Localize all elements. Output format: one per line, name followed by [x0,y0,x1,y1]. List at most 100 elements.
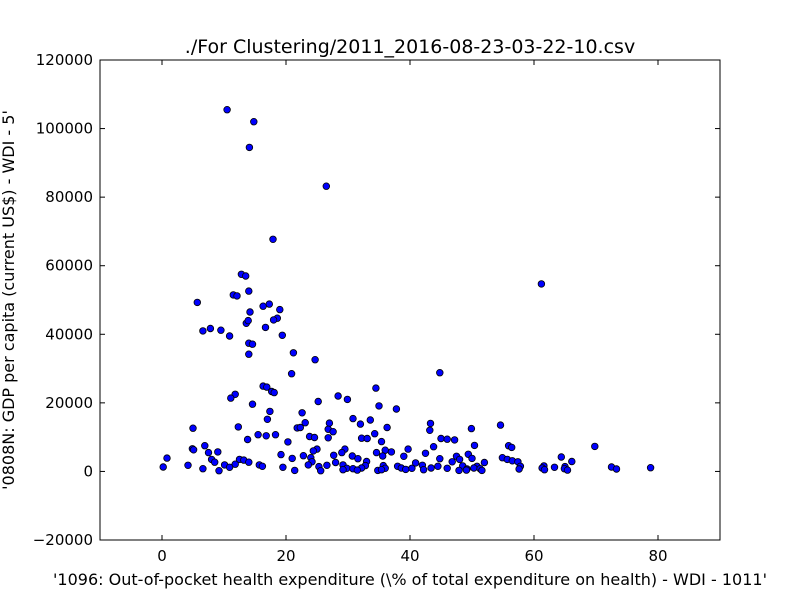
y-tick-label: 80000 [45,188,93,206]
data-point [443,464,451,472]
data-point [248,400,257,408]
data-point [377,466,386,474]
data-point [426,419,435,428]
data-point [199,465,207,473]
data-point [478,466,486,475]
data-point [450,436,459,444]
data-point [383,423,391,432]
data-point [508,443,516,452]
data-point [375,402,383,410]
data-point [612,465,621,473]
data-point [159,463,167,471]
data-point [329,428,337,436]
data-point [334,392,342,400]
data-point [263,383,271,391]
y-tick-label: 0 [83,462,93,480]
data-point [317,467,325,475]
data-point [323,461,331,469]
data-point [163,454,171,462]
data-point [392,405,401,413]
data-point [515,465,523,473]
data-point [462,466,471,474]
y-tick-label: 40000 [45,325,93,343]
data-point [231,460,239,468]
data-point [269,316,278,324]
data-point [408,464,416,472]
data-point [301,419,309,427]
data-point [284,438,292,446]
data-point [225,332,234,340]
data-point [470,464,478,472]
data-point [419,466,428,474]
data-point [372,448,381,457]
data-point [353,466,361,474]
data-point [193,298,201,307]
data-point [233,292,241,300]
y-axis-label: '0808N: GDP per capita (current US$) - W… [0,110,18,490]
data-point [591,442,599,451]
data-point [279,463,287,471]
data-point [371,430,379,438]
data-point [189,424,197,432]
data-point [404,445,412,453]
data-point [400,452,408,460]
data-point [372,384,380,392]
data-point [277,450,285,459]
data-point [443,435,451,443]
data-point [223,105,231,114]
data-point [550,463,559,471]
data-point [291,466,299,475]
data-point [250,117,258,126]
data-point [245,350,253,358]
y-axis: −20000 0 20000 40000 60000 80000 100000 120000 [33,51,720,549]
data-point [248,340,257,348]
data-point [436,455,444,463]
data-point [210,458,219,466]
x-axis: 0 20 40 60 80 [157,60,668,565]
data-point [377,437,386,446]
y-tick-label: 100000 [36,120,93,138]
data-point [266,407,274,416]
data-point [215,467,223,475]
data-point [563,466,572,474]
data-point [470,441,479,450]
data-point [227,394,235,402]
data-point [225,463,234,471]
data-point [314,397,322,406]
data-point [265,300,273,308]
data-point [263,415,272,423]
data-point [436,369,444,377]
data-point [245,287,253,295]
data-point [339,466,347,474]
data-point [427,464,435,472]
data-point [270,388,278,397]
data-point [429,443,438,451]
data-point [244,316,252,325]
y-tick-label: 20000 [45,394,93,412]
data-point [298,409,306,417]
data-point [568,457,576,466]
data-point [254,431,262,439]
data-point [356,420,365,428]
data-point [540,466,549,474]
data-point [354,455,362,463]
data-point [201,442,209,450]
data-point [262,432,270,440]
data-point [287,370,296,378]
data-point [437,434,445,443]
x-tick-label: 60 [524,547,543,565]
data-point [245,143,254,152]
data-point [261,323,270,332]
data-point [349,414,357,423]
data-point [467,424,476,433]
y-tick-label: −20000 [33,531,93,549]
data-point [557,453,565,461]
data-point [204,448,213,457]
data-point [184,461,192,469]
data-point [324,434,332,442]
data-point [402,465,410,474]
data-point [468,454,476,463]
data-point [189,446,198,454]
data-points [159,105,655,475]
